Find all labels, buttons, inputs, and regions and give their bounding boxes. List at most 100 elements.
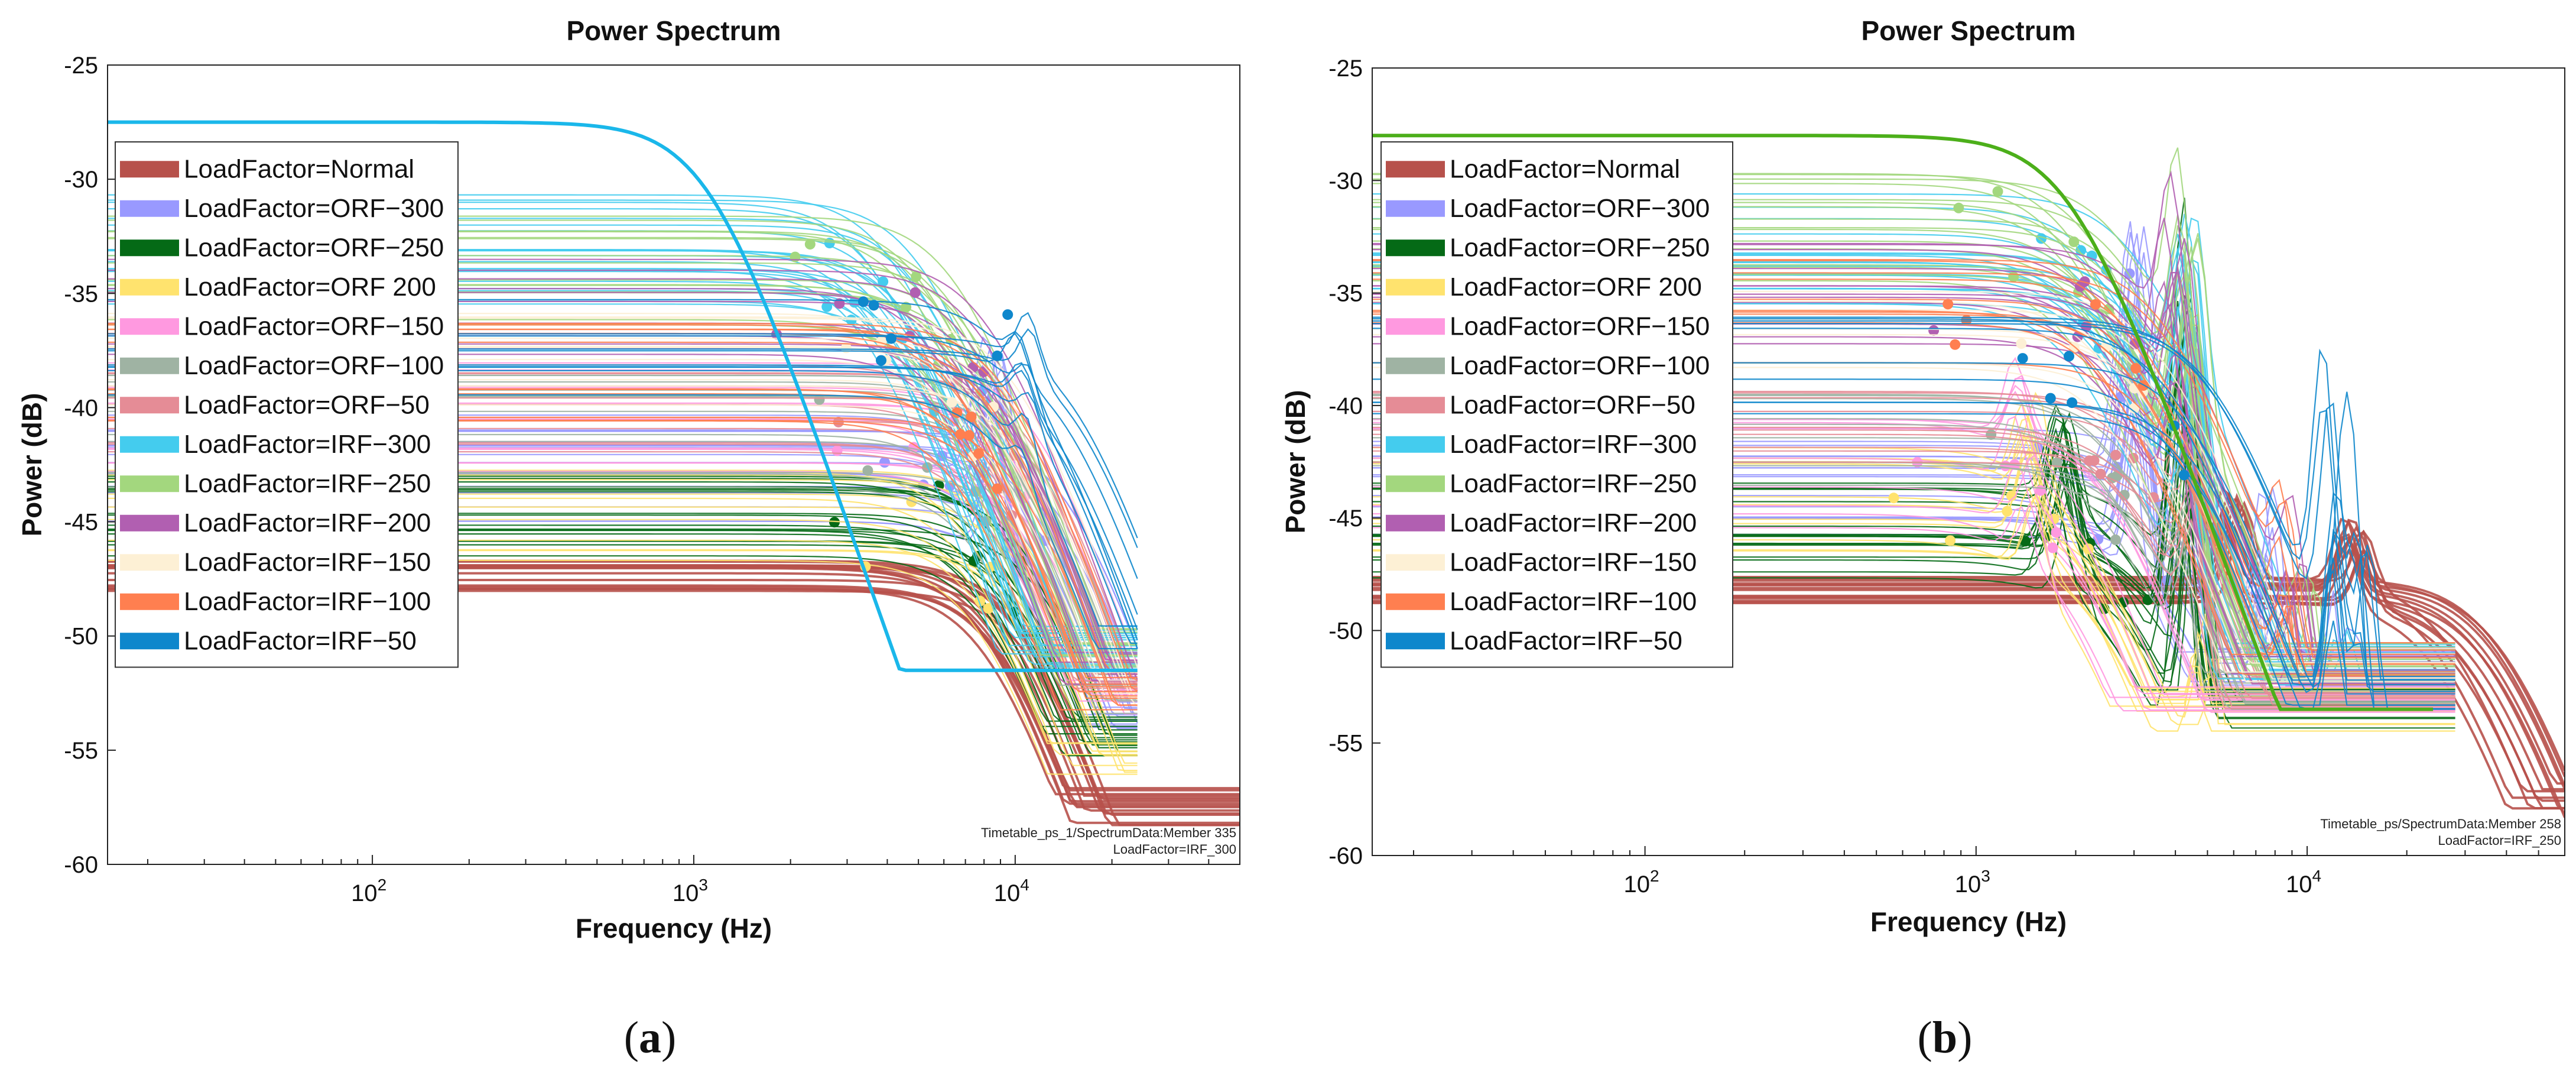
legend-entry: LoadFactor=ORF−300 — [1450, 194, 1710, 223]
y-tick-label: -40 — [64, 395, 98, 421]
legend-swatch — [1386, 200, 1445, 217]
member-annotation: LoadFactor=IRF_250 — [2438, 833, 2561, 848]
series-marker — [2002, 506, 2013, 517]
x-tick-label: 102 — [1624, 867, 1659, 897]
series-marker — [2162, 575, 2173, 586]
legend-entry: LoadFactor=IRF−200 — [1450, 508, 1697, 537]
series-12-markers — [951, 407, 1003, 494]
legend-swatch — [120, 357, 179, 374]
series-marker — [829, 517, 840, 528]
series-marker — [831, 445, 843, 456]
legend-swatch — [120, 593, 179, 610]
series-marker — [909, 287, 921, 298]
legend-swatch — [120, 633, 179, 650]
legend-entry: LoadFactor=IRF−100 — [1450, 587, 1697, 616]
legend-entry: LoadFactor=ORF−300 — [184, 194, 444, 223]
series-marker — [2045, 393, 2056, 404]
legend-swatch — [120, 436, 179, 453]
series-marker — [966, 411, 977, 423]
legend-entry: LoadFactor=ORF−250 — [1450, 233, 1710, 262]
legend-entry: LoadFactor=ORF−250 — [184, 233, 444, 262]
x-tick-label: 104 — [994, 876, 1029, 906]
legend-swatch — [1386, 633, 1445, 650]
legend-swatch — [1386, 593, 1445, 610]
legend-swatch — [1386, 554, 1445, 571]
x-tick-label: 104 — [2286, 867, 2321, 897]
member-annotation: LoadFactor=IRF_300 — [1113, 842, 1236, 857]
series-marker — [2000, 461, 2011, 472]
y-tick-label: -35 — [64, 281, 98, 307]
series-marker — [946, 397, 957, 408]
series-marker — [876, 336, 887, 347]
legend-entry: LoadFactor=IRF−250 — [1450, 469, 1697, 498]
series-marker — [886, 333, 897, 344]
series-marker — [2016, 338, 2027, 349]
legend-entry: LoadFactor=IRF−200 — [184, 508, 431, 537]
chart-panel-a: -25 -30 -35 -40 -45 -50 -55 -60 102 103 104 Power S… — [17, 15, 1240, 1062]
legend-entry: LoadFactor=IRF−100 — [184, 587, 431, 616]
series-marker — [2088, 455, 2100, 466]
legend-swatch — [120, 397, 179, 414]
legend-entry: LoadFactor=IRF−150 — [184, 547, 431, 576]
legend-entry: LoadFactor=IRF−300 — [1450, 430, 1697, 459]
series-marker — [906, 496, 917, 507]
series-marker — [804, 239, 816, 250]
chart-title: Power Spectrum — [567, 15, 781, 46]
legend-swatch — [120, 318, 179, 335]
series-marker — [2020, 536, 2031, 547]
y-tick-label: -45 — [1328, 506, 1363, 532]
legend-swatch — [120, 278, 179, 296]
series-marker — [2178, 469, 2190, 481]
y-axis-label: Power (dB) — [17, 393, 47, 537]
series-marker — [790, 251, 801, 263]
highlighted-member-line — [1372, 134, 2434, 711]
axes-frame — [107, 64, 1240, 865]
chart-panel-b: -25 -30 -35 -40 -45 -50 -55 -60 102 103 104 Power S… — [1280, 15, 2565, 1062]
series-marker — [904, 330, 915, 342]
legend-entry: LoadFactor=Normal — [1450, 154, 1680, 183]
x-tick-label: 102 — [351, 876, 386, 906]
y-tick-label: -60 — [1328, 843, 1363, 869]
series-marker — [2051, 527, 2062, 538]
legend-swatch — [120, 239, 179, 257]
x-tick-label: 103 — [1955, 867, 1990, 897]
legend-swatch — [1386, 239, 1445, 257]
series-marker — [1986, 429, 1997, 440]
series-marker — [2017, 353, 2028, 364]
y-tick-label: -25 — [1328, 56, 1363, 82]
legend-entry: LoadFactor=ORF−100 — [184, 351, 444, 380]
series-2-markers — [2032, 268, 2173, 586]
y-tick-label: -45 — [64, 510, 98, 536]
x-tick-label: 103 — [673, 876, 708, 906]
y-tick-label: -30 — [1328, 168, 1363, 194]
series-marker — [1928, 325, 1940, 336]
series-marker — [876, 355, 887, 366]
series-marker — [814, 394, 825, 405]
series-marker — [2090, 299, 2101, 310]
y-tick-label: -25 — [64, 53, 98, 79]
series-marker — [2119, 490, 2130, 501]
panel-label: (a) — [624, 1013, 677, 1062]
legend-swatch — [1386, 475, 1445, 492]
series-marker — [2047, 542, 2058, 553]
series-marker — [901, 302, 912, 313]
legend-entry: LoadFactor=ORF−150 — [184, 312, 444, 341]
series-marker — [2095, 468, 2106, 479]
legend-entry: LoadFactor=ORF 200 — [1450, 273, 1702, 302]
y-tick-label: -50 — [64, 624, 98, 650]
legend-entry: LoadFactor=IRF−150 — [1450, 547, 1697, 576]
series-marker — [992, 483, 1003, 494]
legend-entry: LoadFactor=IRF−50 — [184, 626, 417, 655]
legend-swatch — [1386, 514, 1445, 532]
series-marker — [1953, 202, 1964, 213]
legend-swatch — [120, 475, 179, 492]
y-tick-label: -55 — [64, 738, 98, 764]
chart-title: Power Spectrum — [1862, 15, 2076, 46]
series-marker — [992, 350, 1003, 361]
legend-entry: LoadFactor=ORF−50 — [184, 390, 430, 419]
legend-entry: LoadFactor=IRF−300 — [184, 430, 431, 459]
y-tick-label: -55 — [1328, 731, 1363, 757]
series-marker — [983, 603, 994, 614]
legend-entry: LoadFactor=ORF 200 — [184, 273, 436, 302]
